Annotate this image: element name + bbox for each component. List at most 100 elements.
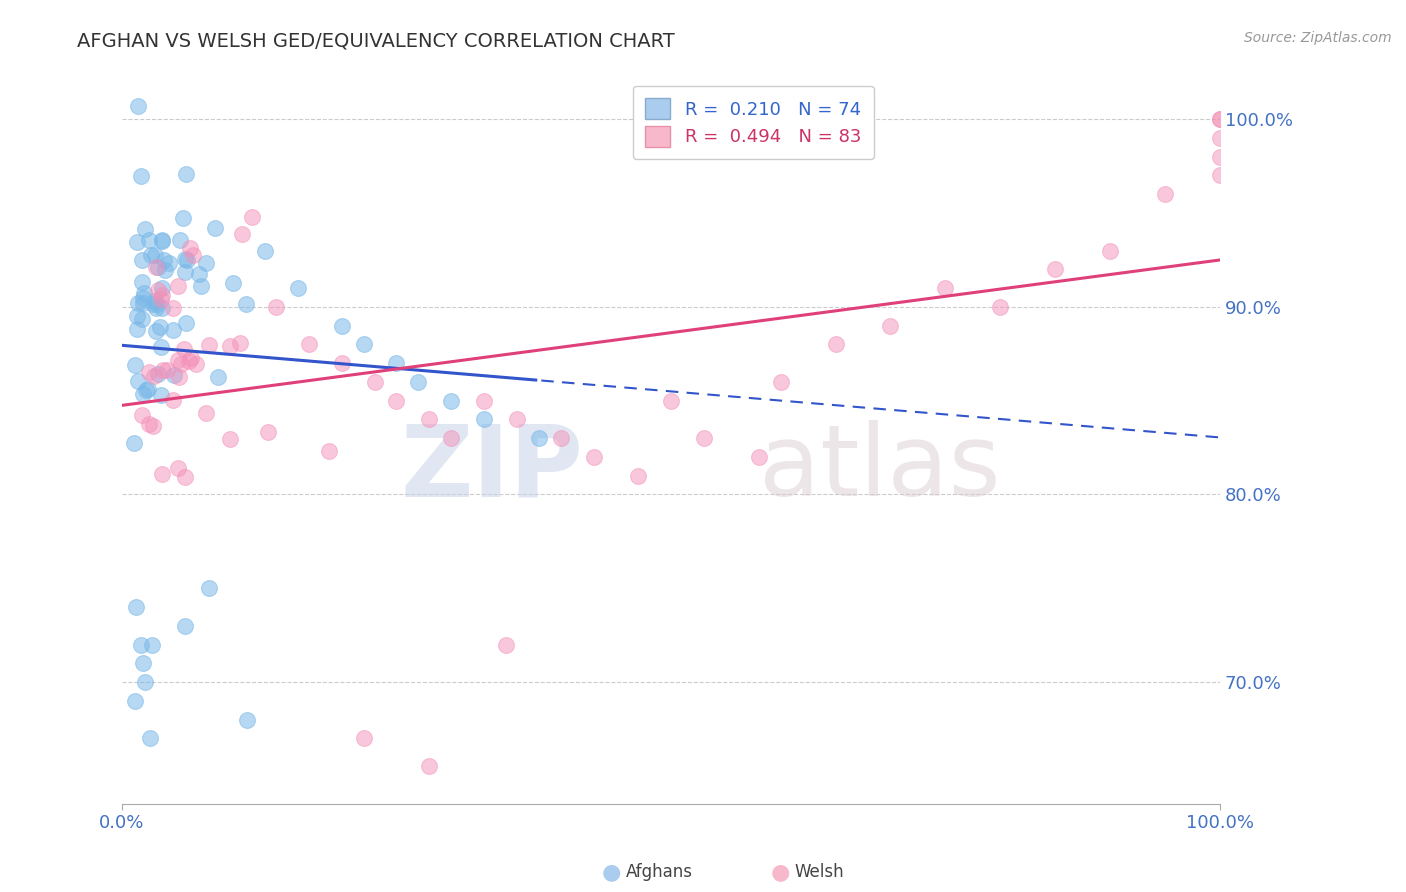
Point	[146, 297, 169, 311]
Point	[174, 470, 197, 484]
Point	[166, 461, 188, 475]
Point	[167, 369, 190, 384]
Point	[145, 260, 167, 274]
Text: ZIP: ZIP	[401, 420, 583, 517]
Point	[506, 412, 529, 426]
Point	[142, 418, 165, 433]
Point	[1209, 150, 1232, 164]
Point	[150, 288, 173, 302]
Text: Afghans: Afghans	[626, 863, 693, 881]
Point	[170, 357, 193, 371]
Text: ●: ●	[770, 863, 790, 882]
Point	[131, 408, 153, 422]
Point	[146, 260, 169, 275]
Point	[236, 713, 259, 727]
Point	[693, 431, 716, 445]
Point	[129, 169, 152, 184]
Point	[127, 99, 149, 113]
Point	[124, 694, 146, 708]
Point	[138, 731, 160, 746]
Point	[131, 253, 153, 268]
Point	[287, 281, 309, 295]
Point	[162, 301, 184, 315]
Point	[385, 356, 408, 370]
Point	[138, 365, 160, 379]
Point	[197, 338, 219, 352]
Point	[495, 638, 517, 652]
Point	[298, 337, 321, 351]
Point	[134, 675, 156, 690]
Point	[172, 211, 194, 225]
Point	[257, 425, 280, 440]
Point	[149, 319, 172, 334]
Point	[150, 234, 173, 248]
Text: Welsh: Welsh	[794, 863, 844, 881]
Point	[131, 312, 153, 326]
Point	[152, 363, 174, 377]
Point	[418, 412, 440, 426]
Point	[169, 234, 191, 248]
Point	[145, 293, 167, 308]
Point	[195, 406, 218, 420]
Point	[134, 222, 156, 236]
Point	[156, 362, 179, 376]
Point	[143, 247, 166, 261]
Point	[148, 367, 170, 381]
Point	[385, 393, 408, 408]
Point	[1209, 169, 1232, 183]
Point	[145, 301, 167, 316]
Point	[583, 450, 606, 464]
Point	[129, 638, 152, 652]
Point	[1209, 112, 1232, 127]
Point	[132, 657, 155, 671]
Point	[122, 436, 145, 450]
Point	[190, 279, 212, 293]
Point	[132, 291, 155, 305]
Point	[440, 393, 463, 408]
Point	[1043, 262, 1066, 277]
Point	[167, 279, 190, 293]
Point	[988, 300, 1011, 314]
Text: AFGHAN VS WELSH GED/EQUIVALENCY CORRELATION CHART: AFGHAN VS WELSH GED/EQUIVALENCY CORRELAT…	[77, 31, 675, 50]
Point	[124, 359, 146, 373]
Point	[440, 431, 463, 445]
Point	[131, 275, 153, 289]
Point	[222, 277, 245, 291]
Point	[138, 417, 160, 432]
Point	[127, 296, 149, 310]
Point	[135, 383, 157, 397]
Point	[145, 324, 167, 338]
Point	[218, 433, 240, 447]
Point	[125, 235, 148, 249]
Point	[132, 285, 155, 300]
Point	[229, 335, 252, 350]
Legend: R =  0.210   N = 74, R =  0.494   N = 83: R = 0.210 N = 74, R = 0.494 N = 83	[633, 86, 875, 159]
Point	[149, 340, 172, 354]
Point	[149, 388, 172, 402]
Point	[180, 351, 202, 365]
Point	[1209, 112, 1232, 127]
Point	[219, 339, 242, 353]
Point	[659, 393, 682, 408]
Point	[240, 211, 263, 225]
Point	[173, 252, 195, 266]
Point	[136, 382, 159, 396]
Point	[1098, 244, 1121, 258]
Point	[330, 356, 353, 370]
Point	[176, 252, 198, 267]
Point	[318, 443, 340, 458]
Point	[472, 393, 495, 408]
Point	[253, 244, 276, 258]
Point	[142, 297, 165, 311]
Point	[934, 281, 956, 295]
Point	[127, 310, 149, 324]
Point	[153, 253, 176, 268]
Point	[330, 318, 353, 333]
Point	[418, 759, 440, 773]
Point	[1209, 131, 1232, 145]
Point	[550, 431, 572, 445]
Point	[162, 392, 184, 407]
Point	[132, 296, 155, 310]
Point	[188, 267, 211, 281]
Point	[824, 337, 846, 351]
